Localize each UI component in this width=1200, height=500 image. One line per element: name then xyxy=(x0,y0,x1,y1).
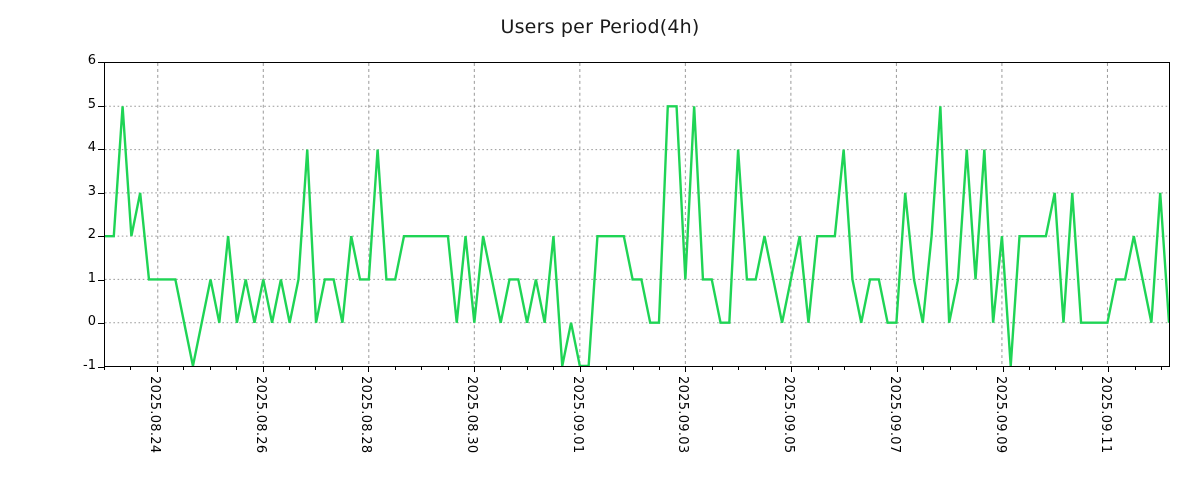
x-minor-tick-mark xyxy=(712,367,713,370)
x-tick-label: 2025.08.28 xyxy=(358,376,374,454)
y-tick-mark xyxy=(98,367,104,368)
y-tick-mark xyxy=(98,193,104,194)
x-tick-mark xyxy=(1108,367,1109,372)
x-tick-label: 2025.09.07 xyxy=(886,376,902,454)
y-tick-mark xyxy=(98,106,104,107)
x-minor-tick-mark xyxy=(870,367,871,370)
x-minor-tick-mark xyxy=(923,367,924,370)
x-minor-tick-mark xyxy=(1135,367,1136,370)
series-users-per-period xyxy=(105,105,1169,366)
chart-title: Users per Period(4h) xyxy=(500,16,700,38)
x-tick-mark xyxy=(897,367,898,372)
grid-lines xyxy=(105,63,1169,366)
x-minor-tick-mark xyxy=(738,367,739,370)
x-minor-tick-mark xyxy=(1029,367,1030,370)
x-minor-tick-mark xyxy=(950,367,951,370)
x-tick-mark xyxy=(1003,367,1004,372)
plot-area xyxy=(104,62,1170,367)
x-minor-tick-mark xyxy=(606,367,607,370)
x-minor-tick-mark xyxy=(633,367,634,370)
x-minor-tick-mark xyxy=(1055,367,1056,370)
x-tick-mark xyxy=(685,367,686,372)
x-minor-tick-mark xyxy=(421,367,422,370)
x-minor-tick-mark xyxy=(236,367,237,370)
x-minor-tick-mark xyxy=(448,367,449,370)
x-minor-tick-mark xyxy=(315,367,316,370)
x-minor-tick-mark xyxy=(1082,367,1083,370)
x-minor-tick-mark xyxy=(765,367,766,370)
y-tick-mark xyxy=(98,62,104,63)
x-minor-tick-mark xyxy=(130,367,131,370)
x-tick-label: 2025.09.01 xyxy=(569,376,585,454)
x-tick-label: 2025.08.26 xyxy=(252,376,268,454)
y-tick-mark xyxy=(98,323,104,324)
x-minor-tick-mark xyxy=(818,367,819,370)
x-minor-tick-mark xyxy=(342,367,343,370)
x-minor-tick-mark xyxy=(659,367,660,370)
x-tick-mark xyxy=(368,367,369,372)
y-tick-mark xyxy=(98,236,104,237)
x-tick-mark xyxy=(474,367,475,372)
x-minor-tick-mark xyxy=(183,367,184,370)
x-minor-tick-mark xyxy=(527,367,528,370)
x-minor-tick-mark xyxy=(976,367,977,370)
x-minor-tick-mark xyxy=(395,367,396,370)
x-tick-mark xyxy=(263,367,264,372)
y-tick-mark xyxy=(98,149,104,150)
x-tick-mark xyxy=(157,367,158,372)
x-minor-tick-mark xyxy=(289,367,290,370)
x-tick-mark xyxy=(791,367,792,372)
x-minor-tick-mark xyxy=(500,367,501,370)
x-tick-label: 2025.08.30 xyxy=(464,376,480,454)
y-tick-mark xyxy=(98,280,104,281)
x-tick-mark xyxy=(580,367,581,372)
x-tick-label: 2025.09.09 xyxy=(992,376,1008,454)
x-minor-tick-mark xyxy=(210,367,211,370)
x-minor-tick-mark xyxy=(104,367,105,370)
x-minor-tick-mark xyxy=(1161,367,1162,370)
x-tick-label: 2025.09.05 xyxy=(781,376,797,454)
x-tick-label: 2025.09.03 xyxy=(675,376,691,454)
x-minor-tick-mark xyxy=(844,367,845,370)
plot-inner xyxy=(105,63,1169,366)
x-tick-label: 2025.09.11 xyxy=(1098,376,1114,454)
x-minor-tick-mark xyxy=(553,367,554,370)
x-tick-label: 2025.08.24 xyxy=(146,376,162,454)
